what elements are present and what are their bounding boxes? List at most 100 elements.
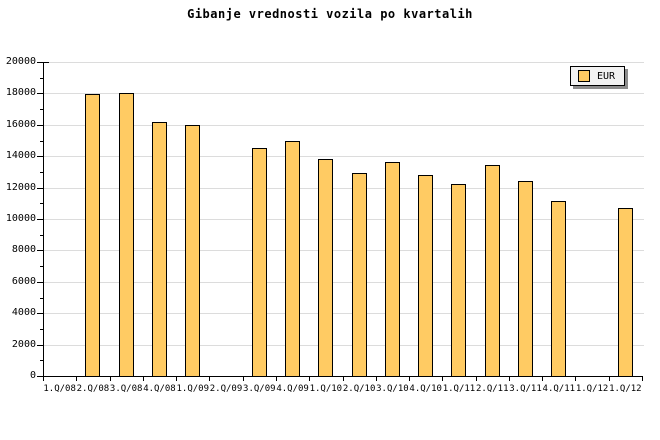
y-axis-label-14000: 14000 <box>5 150 36 162</box>
y-major-tick-14000 <box>37 156 43 158</box>
y-major-tick-0 <box>37 376 43 377</box>
y-major-tick-20000 <box>37 62 43 63</box>
gridline-16000 <box>43 124 644 126</box>
bar-3.Q/09-6 <box>251 148 267 377</box>
x-tick-12 <box>442 377 444 381</box>
bar-1.Q/11-12 <box>451 184 467 377</box>
legend-swatch-eur <box>578 70 590 82</box>
x-axis-label-1: 2.Q/08 <box>76 384 110 394</box>
y-axis-label-20000: 20000 <box>5 56 36 67</box>
x-tick-15 <box>542 377 544 381</box>
bar-3.Q/10-10 <box>384 161 400 377</box>
bar-1.Q/12-17 <box>617 208 633 377</box>
y-major-tick-8000 <box>37 250 43 252</box>
x-axis-label-3: 4.Q/08 <box>143 384 176 394</box>
bar-4.Q/11-15 <box>551 200 567 377</box>
x-tick-11 <box>409 377 411 381</box>
x-axis-label-7: 4.Q/09 <box>276 384 309 394</box>
y-axis-label-6000: 6000 <box>11 275 36 287</box>
y-minor-tick-17000 <box>40 109 43 111</box>
x-tick-4 <box>176 377 178 381</box>
x-tick-5 <box>209 377 211 381</box>
x-axis-label-0: 1.Q/08 <box>43 384 76 394</box>
x-axis-line <box>43 376 643 377</box>
chart-title: Gibanje vrednosti vozila po kvartalih <box>187 7 473 21</box>
gridline-4000 <box>43 313 644 315</box>
x-axis-label-6: 3.Q/09 <box>243 384 276 394</box>
y-axis-line <box>43 62 44 377</box>
x-tick-16 <box>575 377 577 381</box>
x-axis-label-5: 2.Q/09 <box>209 384 243 394</box>
y-axis-label-0: 0 <box>29 370 36 381</box>
gridline-8000 <box>43 250 644 252</box>
bar-4.Q/08-3 <box>151 121 167 377</box>
gridline-14000 <box>43 156 644 158</box>
x-tick-17 <box>608 377 610 381</box>
y-axis-label-8000: 8000 <box>11 244 36 256</box>
legend: EUR <box>570 66 625 86</box>
x-tick-0 <box>43 377 44 381</box>
x-axis-label-17: 1.Q/12 <box>609 384 642 394</box>
gridline-12000 <box>43 187 644 189</box>
x-axis-label-10: 3.Q/10 <box>376 384 409 394</box>
y-major-tick-16000 <box>37 124 43 126</box>
gridline-6000 <box>43 281 644 283</box>
bar-4.Q/10-11 <box>418 175 434 377</box>
x-axis-label-4: 1.Q/09 <box>176 384 209 394</box>
bar-4.Q/09-7 <box>285 140 301 377</box>
x-tick-10 <box>375 377 377 381</box>
y-axis-label-4000: 4000 <box>11 307 36 319</box>
bar-3.Q/11-14 <box>518 181 534 377</box>
bar-2.Q/10-9 <box>351 172 367 377</box>
bar-1.Q/10-8 <box>318 158 334 377</box>
y-axis-label-10000: 10000 <box>5 213 36 224</box>
y-major-tick-10000 <box>37 219 43 220</box>
y-major-tick-6000 <box>37 281 43 283</box>
x-tick-3 <box>142 377 144 381</box>
bar-3.Q/08-2 <box>118 93 134 377</box>
x-tick-6 <box>242 377 244 381</box>
legend-label: EUR <box>597 71 616 82</box>
gridline-2000 <box>43 344 644 346</box>
x-axis-label-16: 1.Q/12 <box>575 384 609 394</box>
x-axis-label-12: 1.Q/11 <box>442 384 476 394</box>
x-tick-14 <box>508 377 510 381</box>
y-axis-label-2000: 2000 <box>11 338 36 350</box>
gridline-10000 <box>43 219 644 220</box>
y-axis-top-cap <box>43 62 49 63</box>
y-minor-tick-13000 <box>40 171 43 173</box>
y-minor-tick-19000 <box>40 77 43 79</box>
x-tick-8 <box>309 377 311 381</box>
x-axis-label-8: 1.Q/10 <box>309 384 343 394</box>
x-tick-7 <box>275 377 277 381</box>
y-minor-tick-9000 <box>40 234 43 236</box>
y-axis-label-12000: 12000 <box>5 181 36 193</box>
y-major-tick-4000 <box>37 313 43 315</box>
y-major-tick-2000 <box>37 344 43 346</box>
x-tick-18 <box>642 377 643 381</box>
x-axis-label-11: 4.Q/10 <box>409 384 442 394</box>
bar-2.Q/08-1 <box>85 94 101 377</box>
x-axis-label-13: 2.Q/11 <box>475 384 509 394</box>
gridline-20000 <box>43 62 644 63</box>
x-axis-label-15: 4.Q/11 <box>542 384 576 394</box>
y-minor-tick-5000 <box>40 297 43 299</box>
bar-2.Q/11-13 <box>484 164 500 377</box>
x-axis-label-14: 3.Q/11 <box>509 384 542 394</box>
x-axis-label-2: 3.Q/08 <box>109 384 143 394</box>
y-minor-tick-1000 <box>40 360 43 362</box>
x-tick-13 <box>475 377 477 381</box>
bar-1.Q/09-4 <box>185 124 201 377</box>
y-major-tick-18000 <box>37 93 43 95</box>
y-axis-label-18000: 18000 <box>5 87 36 99</box>
gridline-18000 <box>43 93 644 95</box>
y-minor-tick-11000 <box>40 203 43 205</box>
y-major-tick-12000 <box>37 187 43 189</box>
y-axis-label-16000: 16000 <box>5 118 36 130</box>
y-minor-tick-3000 <box>40 328 43 330</box>
x-tick-2 <box>109 377 111 381</box>
x-axis-label-9: 2.Q/10 <box>342 384 376 394</box>
y-minor-tick-7000 <box>40 266 43 268</box>
y-minor-tick-15000 <box>40 140 43 142</box>
